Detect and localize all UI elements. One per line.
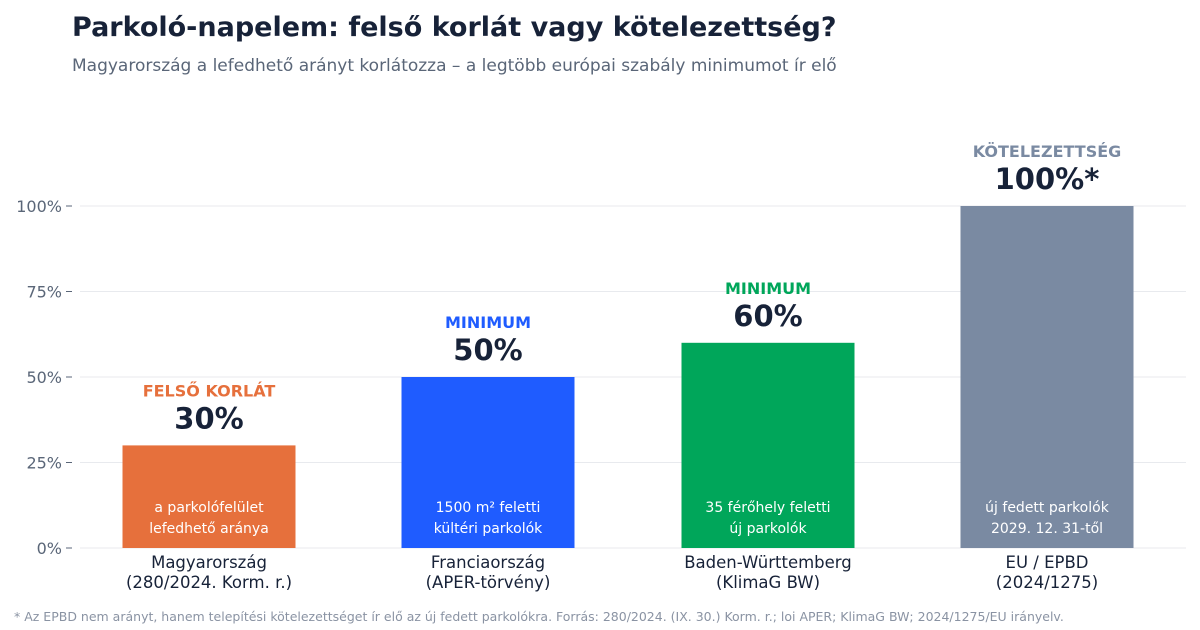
bar-description-line2: új parkolók (729, 521, 807, 537)
x-category-sublabel: (280/2024. Korm. r.) (126, 573, 292, 592)
y-tick-label: 75% (26, 283, 62, 302)
bar (960, 206, 1134, 548)
x-category-sublabel: (2024/1275) (996, 573, 1098, 592)
bar-tag-label: MINIMUM (445, 313, 531, 332)
bar-description-line2: lefedhető aránya (149, 521, 269, 537)
x-category-label: Baden-Württemberg (684, 553, 852, 572)
x-category-label: EU / EPBD (1006, 553, 1089, 572)
bar-value-label: 50% (453, 333, 522, 367)
bar-description-line1: új fedett parkolók (985, 500, 1110, 516)
bar-description-line1: 1500 m² feletti (436, 500, 541, 516)
bar-tag-label: FELSŐ KORLÁT (143, 380, 276, 400)
bar-tag-label: MINIMUM (725, 279, 811, 298)
bar-description-line1: a parkolófelület (154, 500, 264, 516)
chart-subtitle: Magyarország a lefedhető arányt korlátoz… (72, 56, 837, 76)
y-tick-label: 100% (16, 197, 62, 216)
bar (681, 342, 855, 548)
bar-tag-label: KÖTELEZETTSÉG (973, 142, 1122, 161)
bar-description-line1: 35 férőhely feletti (705, 500, 830, 516)
x-category-label: Franciaország (431, 553, 545, 572)
x-category-sublabel: (APER-törvény) (426, 573, 551, 592)
y-tick-label: 50% (26, 368, 62, 387)
bar-description-line2: kültéri parkolók (434, 521, 543, 537)
footnote: * Az EPBD nem arányt, hanem telepítési k… (14, 609, 1064, 624)
bar-value-label: 100%* (995, 162, 1100, 196)
bar-value-label: 30% (174, 401, 243, 435)
x-category-label: Magyarország (151, 553, 267, 572)
bar-value-label: 60% (733, 299, 802, 333)
y-tick-label: 0% (37, 539, 62, 558)
x-category-sublabel: (KlimaG BW) (716, 573, 820, 592)
bar-description-line2: 2029. 12. 31-től (991, 521, 1103, 537)
bar (401, 377, 575, 548)
y-tick-label: 25% (26, 454, 62, 473)
chart-title: Parkoló-napelem: felső korlát vagy kötel… (72, 12, 837, 43)
bar (122, 445, 296, 548)
